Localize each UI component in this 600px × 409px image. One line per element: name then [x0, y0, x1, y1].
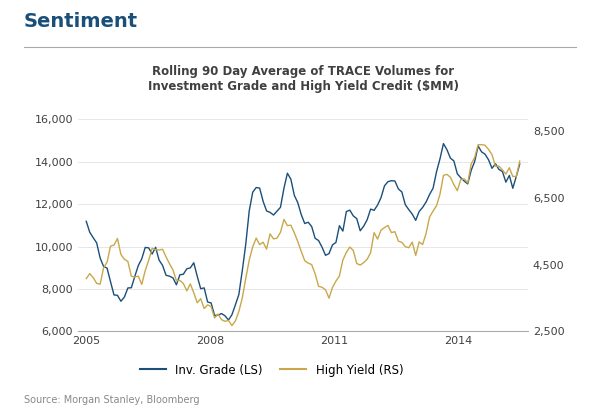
Legend: Inv. Grade (LS), High Yield (RS): Inv. Grade (LS), High Yield (RS)	[135, 359, 408, 381]
Text: Sentiment: Sentiment	[24, 12, 138, 31]
Title: Rolling 90 Day Average of TRACE Volumes for
Investment Grade and High Yield Cred: Rolling 90 Day Average of TRACE Volumes …	[148, 65, 458, 93]
Text: Source: Morgan Stanley, Bloomberg: Source: Morgan Stanley, Bloomberg	[24, 395, 199, 405]
